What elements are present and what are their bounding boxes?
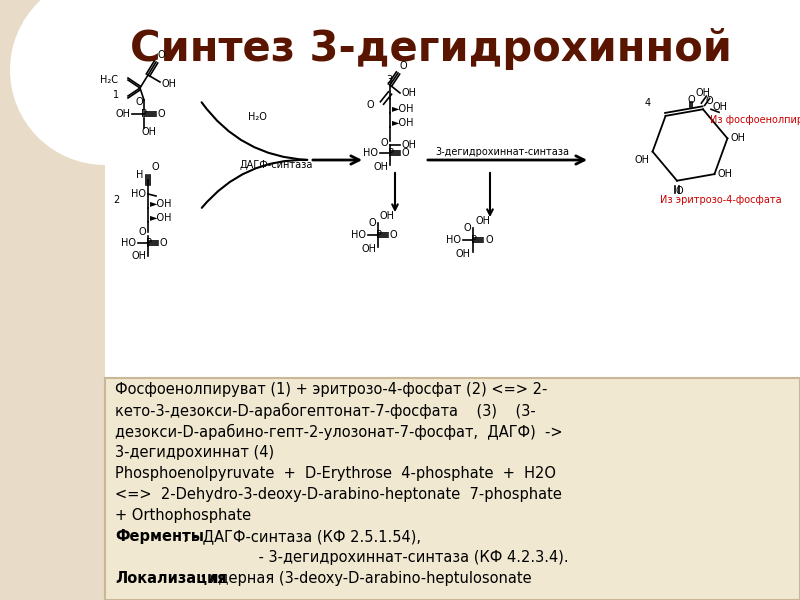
Text: - 3-дегидрохиннат-синтаза (КФ 4.2.3.4).: - 3-дегидрохиннат-синтаза (КФ 4.2.3.4). bbox=[203, 550, 569, 565]
Text: OH: OH bbox=[730, 133, 746, 143]
Text: Фосфоенолпируват (1) + эритрозо-4-фосфат (2) <=> 2-: Фосфоенолпируват (1) + эритрозо-4-фосфат… bbox=[115, 382, 547, 397]
Text: 1: 1 bbox=[113, 90, 119, 100]
Text: O: O bbox=[675, 186, 682, 196]
Text: + Orthophosphate: + Orthophosphate bbox=[115, 508, 251, 523]
Text: O: O bbox=[158, 109, 166, 119]
Text: OH: OH bbox=[380, 211, 395, 221]
Text: OH: OH bbox=[141, 127, 156, 137]
Text: OH: OH bbox=[456, 249, 471, 259]
Text: O: O bbox=[463, 223, 471, 233]
Text: O: O bbox=[158, 50, 166, 60]
Text: Ферменты: Ферменты bbox=[115, 529, 204, 544]
Text: P: P bbox=[388, 148, 394, 158]
Text: O: O bbox=[138, 227, 146, 237]
Text: ►OH: ►OH bbox=[150, 213, 173, 223]
Text: OH: OH bbox=[475, 216, 490, 226]
Text: H: H bbox=[136, 170, 143, 180]
Text: P: P bbox=[141, 109, 147, 119]
Text: O: O bbox=[400, 61, 408, 71]
Text: HO: HO bbox=[351, 230, 366, 240]
Text: ►OH: ►OH bbox=[392, 118, 414, 128]
Text: OH: OH bbox=[115, 109, 130, 119]
Text: OH: OH bbox=[713, 102, 728, 112]
Text: 4: 4 bbox=[645, 98, 651, 108]
Text: P: P bbox=[376, 230, 382, 240]
Text: O: O bbox=[688, 95, 696, 105]
Text: Синтез 3-дегидрохинной: Синтез 3-дегидрохинной bbox=[130, 28, 732, 70]
Text: HO: HO bbox=[131, 189, 146, 199]
Text: OH: OH bbox=[373, 162, 388, 172]
Text: P: P bbox=[471, 235, 477, 245]
Text: OH: OH bbox=[634, 155, 650, 164]
Text: O: O bbox=[366, 100, 374, 110]
Text: Локализация: Локализация bbox=[115, 571, 226, 586]
Text: Phosphoenolpyruvate  +  D-Erythrose  4-phosphate  +  H2O: Phosphoenolpyruvate + D-Erythrose 4-phos… bbox=[115, 466, 556, 481]
Text: : ядерная (3-deoxy-D-arabino-heptulosonate: : ядерная (3-deoxy-D-arabino-heptulosona… bbox=[200, 571, 532, 586]
Text: 3-дегидрохиннат-синтаза: 3-дегидрохиннат-синтаза bbox=[435, 147, 569, 157]
Text: <=>  2-Dehydro-3-deoxy-D-arabino-heptonate  7-phosphate: <=> 2-Dehydro-3-deoxy-D-arabino-heptonat… bbox=[115, 487, 562, 502]
Text: HO: HO bbox=[446, 235, 461, 245]
Text: OH: OH bbox=[718, 169, 733, 179]
Text: OH: OH bbox=[131, 251, 146, 261]
Text: : - ДАГФ-синтаза (КФ 2.5.1.54),: : - ДАГФ-синтаза (КФ 2.5.1.54), bbox=[183, 529, 421, 544]
Text: O: O bbox=[485, 235, 493, 245]
Text: OH: OH bbox=[402, 140, 417, 150]
Text: O: O bbox=[706, 96, 714, 106]
Text: 3-дегидрохиннат (4): 3-дегидрохиннат (4) bbox=[115, 445, 274, 460]
Text: Из эритрозо-4-фосфата: Из эритрозо-4-фосфата bbox=[660, 195, 782, 205]
Text: O: O bbox=[151, 162, 158, 172]
Circle shape bbox=[10, 0, 200, 165]
Text: O: O bbox=[368, 218, 376, 228]
Text: HO: HO bbox=[121, 238, 136, 248]
Text: OH: OH bbox=[162, 79, 177, 89]
Text: 2: 2 bbox=[113, 195, 119, 205]
Text: O: O bbox=[390, 230, 398, 240]
Text: H₂O: H₂O bbox=[248, 112, 267, 122]
FancyBboxPatch shape bbox=[0, 0, 105, 600]
FancyBboxPatch shape bbox=[105, 378, 800, 600]
Text: O: O bbox=[380, 138, 388, 148]
Text: Из фосфоенолпирувата: Из фосфоенолпирувата bbox=[710, 115, 800, 125]
Text: OH: OH bbox=[402, 88, 417, 98]
Text: кето-3-дезокси-D-арабогептонат-7-фосфата    (3)    (3-: кето-3-дезокси-D-арабогептонат-7-фосфата… bbox=[115, 403, 536, 419]
Text: OH: OH bbox=[361, 244, 376, 254]
Text: OH: OH bbox=[695, 88, 710, 98]
Text: HO: HO bbox=[363, 148, 378, 158]
Text: O: O bbox=[160, 238, 168, 248]
Text: O: O bbox=[402, 148, 410, 158]
Text: дезокси-D-арабино-гепт-2-улозонат-7-фосфат,  ДАГФ)  ->: дезокси-D-арабино-гепт-2-улозонат-7-фосф… bbox=[115, 424, 562, 440]
Text: 3: 3 bbox=[386, 75, 392, 85]
Text: ►OH: ►OH bbox=[392, 104, 414, 114]
Text: H₂C: H₂C bbox=[100, 75, 118, 85]
Text: ►OH: ►OH bbox=[150, 199, 173, 209]
Text: O: O bbox=[136, 97, 144, 107]
Text: ДАГФ-синтаза: ДАГФ-синтаза bbox=[240, 160, 314, 170]
Text: P: P bbox=[146, 238, 152, 248]
